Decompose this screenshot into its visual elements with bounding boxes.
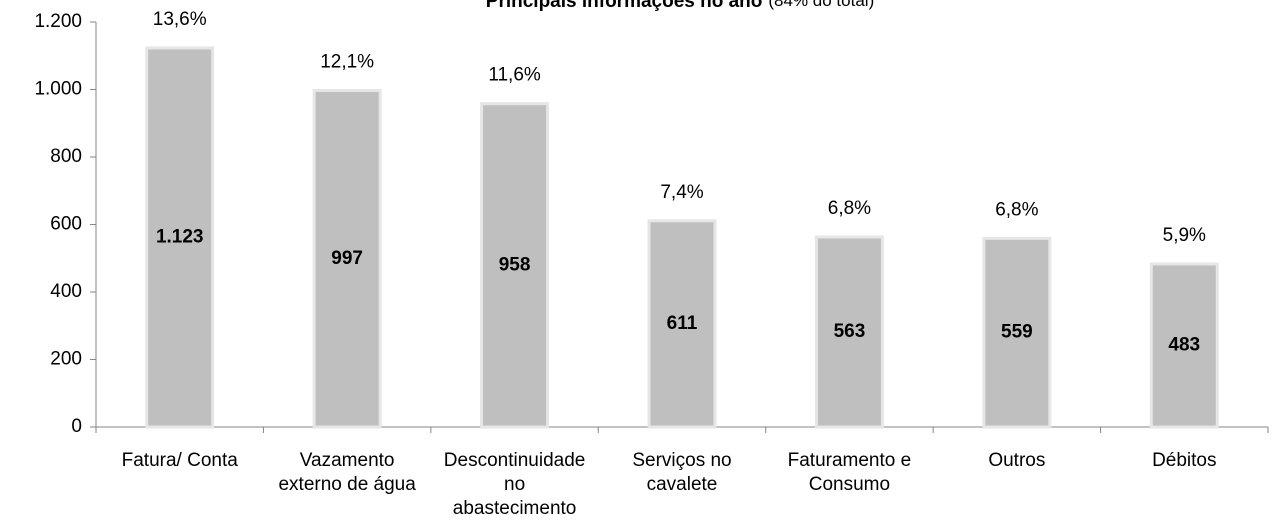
bar [814,235,884,429]
value-label: 1.123 [156,227,204,248]
x-tick-label: Outros [988,450,1045,471]
label-line: no [504,474,525,495]
label-line: Faturamento e [788,450,912,471]
value-label: 997 [331,248,363,269]
label-line: Outros [988,450,1045,471]
y-tick-label: 1.200 [34,11,82,32]
x-tick-label: Serviços no cavalete [632,450,731,495]
value-label: 563 [834,321,866,342]
y-tick-label: 0 [71,416,82,437]
x-tick-label: Vazamento externo de água [278,450,416,495]
share-label: 6,8% [995,199,1038,220]
y-tick-label: 600 [50,214,82,235]
bar [145,46,215,429]
y-tick-label: 800 [50,146,82,167]
subtitle: (84% do total) [768,0,874,10]
label-line: Descontinuidade [444,450,586,471]
share-label: 7,4% [660,182,703,203]
label-line: externo de água [278,474,416,495]
share-label: 12,1% [320,52,374,73]
label-line: cavalete [647,474,718,495]
bar [982,236,1052,429]
x-tick-label: Fatura/ Conta [122,450,239,471]
share-label: 11,6% [488,65,541,86]
x-tick-label: Débitos [1152,450,1216,471]
bar [312,89,382,429]
label-line: Débitos [1152,450,1216,471]
label-line: Fatura/ Conta [122,450,239,471]
y-tick-label: 1.000 [34,79,82,100]
value-label: 483 [1168,335,1200,356]
label-line: Consumo [809,474,890,495]
y-tick-label: 200 [50,349,82,370]
share-label: 5,9% [1163,225,1206,246]
value-label: 611 [667,313,698,334]
y-tick-label: 400 [50,281,82,302]
bar [480,102,550,429]
bar [1149,262,1219,429]
share-label: 13,6% [153,9,207,30]
label-line: abastecimento [453,498,577,519]
chart-title: Principais informações no ano (84% do tot… [486,0,874,12]
value-label: 958 [499,254,531,275]
label-line: Vazamento [300,450,395,471]
share-label: 6,8% [828,198,871,219]
label-line: Serviços no [632,450,731,471]
x-tick-label: Descontinuidade no abastecimento [444,450,586,519]
title: Principais informações no ano [486,0,763,12]
value-label: 559 [1001,322,1033,343]
x-tick-label: Faturamento e Consumo [788,450,912,495]
bar [647,219,717,429]
